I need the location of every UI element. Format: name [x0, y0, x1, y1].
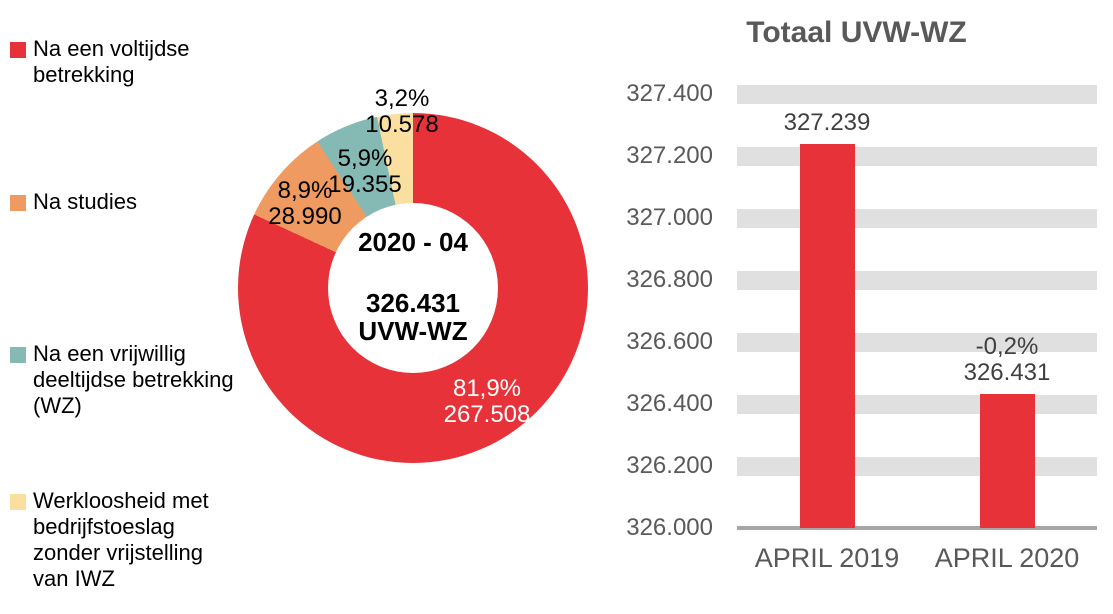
slice-value: 10.578 — [365, 111, 439, 138]
legend-item-na-studies: Na studies — [10, 189, 137, 215]
slice-percent: 3,2% — [374, 85, 430, 112]
y-axis-tick-label: 326.000 — [626, 514, 713, 541]
y-axis-tick-label: 327.200 — [626, 142, 713, 169]
bar-chart-title: Totaal UVW-WZ — [746, 16, 967, 49]
donut-center-total-block: 326.431 UVW-WZ — [328, 289, 498, 345]
gridline-band — [737, 270, 1097, 290]
y-axis-tick-label: 326.600 — [626, 328, 713, 355]
bar-april-2020 — [979, 394, 1035, 528]
y-axis-tick-label: 326.200 — [626, 452, 713, 479]
bar-april-2019 — [799, 143, 855, 528]
legend-item-label: Na een voltijdse betrekking — [33, 36, 190, 87]
slice-percent: 81,9% — [452, 375, 522, 402]
slice-percent: 8,9% — [277, 177, 333, 204]
gridline-band — [737, 84, 1097, 104]
slice-percent: 5,9% — [337, 145, 393, 172]
y-axis-tick-label: 326.400 — [626, 390, 713, 417]
donut-center-total: 326.431 — [366, 288, 460, 318]
slice-label-na-studies: 8,9% 28.990 — [230, 178, 380, 230]
slice-value: 19.355 — [328, 171, 402, 198]
gridline-band — [737, 146, 1097, 166]
legend-swatch-icon — [10, 494, 26, 510]
y-axis-tick-label: 327.000 — [626, 204, 713, 231]
legend-item-label: Na een vrijwillig deeltijdse betrekking … — [33, 341, 234, 418]
donut-center-unit: UVW-WZ — [358, 316, 468, 346]
legend-item-label: Werkloosheid met bedrijfstoeslag zonder … — [33, 488, 209, 591]
slice-label-na-een-vrijwillig-deeltijdse-betrekking: 5,9% 19.355 — [290, 146, 440, 198]
legend-swatch-icon — [10, 347, 26, 363]
legend-item-na-een-voltijdse-betrekking: Na een voltijdse betrekking — [10, 36, 238, 88]
gridline-band — [737, 394, 1097, 414]
y-axis-tick-label: 327.400 — [626, 80, 713, 107]
slice-label-na-een-voltijdse-betrekking: 81,9% 267.508 — [412, 376, 562, 428]
gridline-band — [737, 456, 1097, 476]
slice-value: 267.508 — [443, 401, 531, 428]
gridline-band — [737, 208, 1097, 228]
x-axis-category-label: APRIL 2020 — [934, 543, 1080, 573]
legend-swatch-icon — [10, 42, 26, 58]
x-axis-line — [737, 526, 1097, 530]
legend-item-label: Na studies — [33, 189, 137, 214]
bar-value-label: -0,2% 326.431 — [963, 333, 1051, 387]
x-axis-category-label: APRIL 2019 — [754, 543, 900, 573]
bar-value-label: 327.239 — [783, 108, 871, 136]
donut-hole: 2020 - 04 326.431 UVW-WZ — [328, 203, 498, 373]
donut-center-period: 2020 - 04 — [358, 227, 468, 257]
y-axis-tick-label: 326.800 — [626, 266, 713, 293]
legend-item-na-een-vrijwillig-deeltijdse-betrekking: Na een vrijwillig deeltijdse betrekking … — [10, 341, 238, 419]
slice-value: 28.990 — [268, 203, 342, 230]
donut-chart: 2020 - 04 326.431 UVW-WZ — [238, 113, 588, 463]
legend-swatch-icon — [10, 195, 26, 211]
legend-item-werkloosheid-met-bedrijfstoeslag: Werkloosheid met bedrijfstoeslag zonder … — [10, 488, 238, 592]
slice-label-werkloosheid-met-bedrijfstoeslag: 3,2% 10.578 — [327, 86, 477, 138]
